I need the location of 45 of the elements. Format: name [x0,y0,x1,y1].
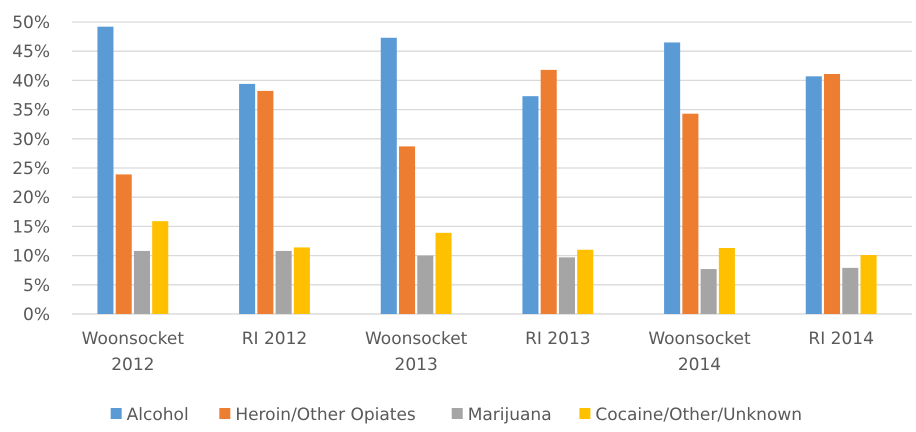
x-tick-label: Woonsocket 2012 [82,329,184,375]
x-tick-label: RI 2013 [525,329,591,349]
bar [577,250,594,314]
legend-label: Cocaine/Other/Unknown [595,405,802,425]
bar [239,84,256,314]
bar [294,247,310,314]
bar [860,255,877,314]
x-tick-label: RI 2014 [808,329,874,349]
x-tick-label: RI 2012 [242,329,308,349]
legend-label: Heroin/Other Opiates [235,405,416,425]
bar [718,248,735,314]
y-tick-label: 50% [12,12,50,33]
bar [682,114,698,314]
bar [842,268,858,314]
bar [540,70,557,314]
y-tick-label: 0% [23,304,50,325]
y-tick-label: 40% [12,71,50,92]
y-tick-label: 35% [12,100,50,121]
bar [824,74,840,314]
y-tick-label: 45% [12,42,50,62]
bar [436,232,452,314]
bar [257,90,274,314]
bar [116,174,132,314]
x-tick-label: Woonsocket 2013 [364,329,468,375]
y-tick-label: 30% [12,130,50,150]
bar [700,269,717,314]
bar [806,76,822,314]
bar [558,257,575,314]
bar [522,96,538,314]
y-tick-label: 15% [12,217,50,238]
y-tick-label: 5% [23,276,50,296]
bar [134,250,150,314]
bar [664,42,680,314]
bar [152,221,168,314]
bar [399,146,416,314]
bar [97,26,114,314]
x-tick-label: Woonsocket 2014 [648,329,752,375]
bar [417,256,434,314]
bar [276,250,292,314]
y-tick-label: 10% [12,246,50,267]
y-tick-label: 25% [12,158,50,179]
legend-label: Alcohol [126,405,189,425]
bar [380,38,397,314]
y-tick-label: 20% [12,188,50,208]
legend-label: Marijuana [468,405,552,425]
